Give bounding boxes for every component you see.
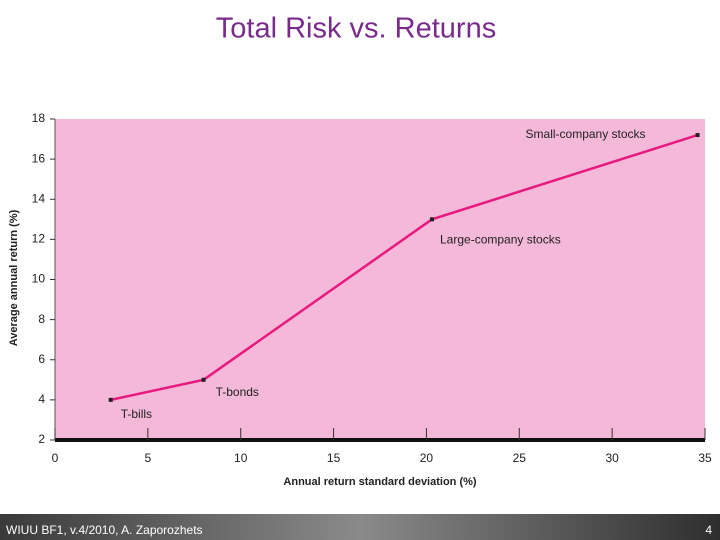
footer-bar [0, 514, 720, 540]
y-tick-label: 8 [38, 312, 45, 326]
y-tick-label: 16 [32, 151, 46, 165]
x-axis [55, 438, 705, 442]
y-axis-label: Average annual return (%) [8, 209, 20, 346]
y-tick-label: 6 [38, 352, 45, 366]
y-tick-label: 10 [32, 272, 46, 286]
series-line [110, 133, 698, 402]
x-tick-label: 15 [327, 451, 341, 465]
point-marker [695, 133, 700, 138]
x-tick-label: 5 [145, 451, 152, 465]
point-marker [430, 217, 434, 222]
y-tick-label: 14 [32, 191, 46, 205]
point-label: T-bonds [216, 385, 259, 399]
point-label: T-bills [121, 407, 152, 421]
y-tick-label: 4 [38, 392, 45, 406]
y-tick-label: 2 [38, 432, 45, 446]
page-number: 4 [705, 523, 712, 537]
plot-area [55, 119, 705, 440]
x-axis-label: Annual return standard deviation (%) [283, 476, 476, 488]
x-tick-label: 0 [52, 451, 59, 465]
point-marker [108, 397, 113, 402]
y-tick-label: 12 [32, 232, 46, 246]
y-tick-label: 18 [32, 111, 46, 125]
point-label: Small-company stocks [526, 127, 646, 141]
x-tick-label: 35 [698, 451, 712, 465]
x-tick-label: 25 [513, 451, 527, 465]
x-tick-label: 30 [605, 451, 619, 465]
x-tick-label: 10 [234, 451, 248, 465]
point-label: Large-company stocks [440, 232, 561, 246]
slide-title: Total Risk vs. Returns [216, 13, 496, 45]
footer-text: WIUU BF1, v.4/2010, A. Zaporozhets [6, 523, 203, 537]
point-marker [201, 377, 206, 382]
x-tick-label: 20 [420, 451, 434, 465]
